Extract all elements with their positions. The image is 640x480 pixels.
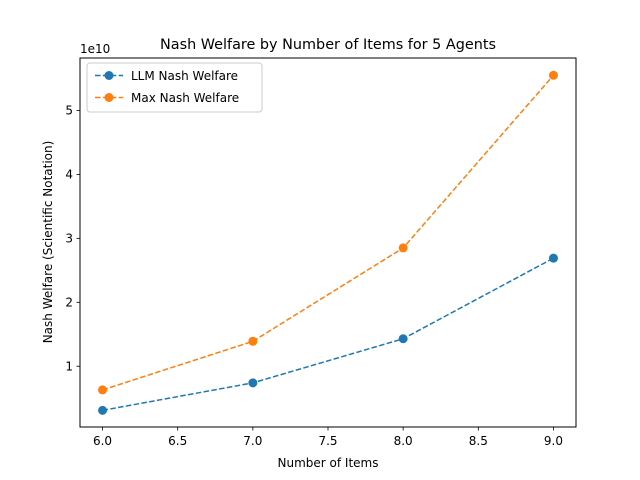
legend-label-llm: LLM Nash Welfare: [131, 69, 238, 83]
series-line-1: [102, 74, 555, 391]
y-tick-label: 2: [65, 296, 73, 310]
x-tick-label: 7.5: [318, 434, 337, 448]
series-line-0: [102, 257, 554, 412]
legend: LLM Nash Welfare Max Nash Welfare: [86, 62, 263, 113]
y-axis-label: Nash Welfare (Scientific Notation): [41, 141, 55, 344]
x-axis-ticks: 6.0 6.5 7.0 7.5 8.0 8.5 9.0: [93, 427, 563, 448]
legend-marker-llm: [104, 71, 114, 80]
series-layer: [98, 70, 558, 415]
legend-marker-max: [104, 93, 114, 102]
data-point-0-0: [98, 405, 108, 415]
chart-title: Nash Welfare by Number of Items for 5 Ag…: [160, 37, 496, 53]
legend-label-max: Max Nash Welfare: [131, 91, 239, 105]
y-tick-label: 3: [65, 232, 73, 246]
data-point-0-1: [248, 378, 258, 388]
x-axis-label: Number of Items: [278, 456, 379, 470]
x-tick-label: 8.5: [469, 434, 488, 448]
x-tick-label: 8.0: [394, 434, 413, 448]
x-tick-label: 7.0: [243, 434, 262, 448]
data-point-1-0: [98, 385, 108, 395]
data-point-1-2: [398, 243, 408, 253]
data-point-0-2: [398, 334, 408, 344]
data-point-0-3: [548, 253, 558, 263]
data-point-1-1: [248, 336, 258, 346]
data-point-1-3: [548, 70, 558, 80]
y-offset-label: 1e10: [80, 42, 110, 56]
y-tick-label: 5: [65, 104, 73, 118]
legend-box: [86, 62, 263, 113]
y-tick-label: 1: [65, 360, 73, 374]
x-tick-label: 9.0: [544, 434, 563, 448]
x-tick-label: 6.5: [168, 434, 187, 448]
y-axis-ticks: 1 2 3 4 5: [65, 104, 80, 374]
y-tick-label: 4: [65, 168, 73, 182]
x-tick-label: 6.0: [93, 434, 112, 448]
